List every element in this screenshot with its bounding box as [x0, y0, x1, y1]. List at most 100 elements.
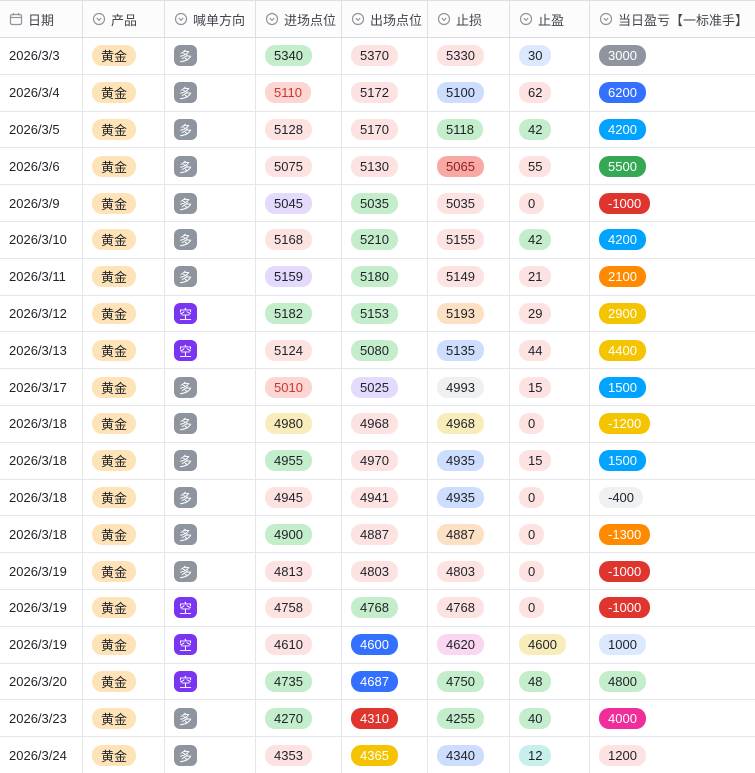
product-cell[interactable]: 黄金 [83, 38, 165, 74]
stop-loss-cell[interactable]: 4340 [428, 737, 510, 773]
take-profit-cell[interactable]: 44 [510, 332, 590, 369]
stop-loss-cell[interactable]: 4993 [428, 369, 510, 405]
pnl-cell[interactable]: 5500 [590, 148, 755, 184]
take-profit-cell[interactable]: 0 [510, 553, 590, 589]
entry-price-cell[interactable]: 4900 [256, 516, 342, 553]
entry-price-cell[interactable]: 4980 [256, 405, 342, 442]
product-cell[interactable]: 黄金 [83, 332, 165, 369]
take-profit-cell[interactable]: 30 [510, 38, 590, 74]
take-profit-cell[interactable]: 0 [510, 589, 590, 626]
date-cell[interactable]: 2026/3/6 [0, 148, 83, 185]
exit-price-cell[interactable]: 5172 [342, 74, 428, 111]
product-cell[interactable]: 黄金 [83, 185, 165, 221]
entry-price-cell[interactable]: 4610 [256, 626, 342, 663]
pnl-cell[interactable]: -1200 [590, 406, 755, 442]
exit-price-cell[interactable]: 5130 [342, 148, 428, 185]
product-cell[interactable]: 黄金 [83, 405, 165, 442]
column-header-stop-loss[interactable]: 止损 [428, 1, 510, 37]
date-cell[interactable]: 2026/3/20 [0, 663, 83, 700]
entry-price-cell[interactable]: 4945 [256, 479, 342, 516]
direction-cell[interactable]: 多 [165, 185, 256, 221]
stop-loss-cell[interactable]: 4255 [428, 700, 510, 737]
stop-loss-cell[interactable]: 4935 [428, 442, 510, 479]
take-profit-cell[interactable]: 29 [510, 295, 590, 332]
product-cell[interactable]: 黄金 [83, 589, 165, 626]
product-cell[interactable]: 黄金 [83, 148, 165, 185]
exit-price-cell[interactable]: 4687 [342, 663, 428, 700]
entry-price-cell[interactable]: 5168 [256, 221, 342, 258]
column-header-take-profit[interactable]: 止盈 [510, 1, 590, 37]
stop-loss-cell[interactable]: 4803 [428, 553, 510, 589]
date-cell[interactable]: 2026/3/19 [0, 626, 83, 663]
column-header-pnl[interactable]: 当日盈亏【一标准手】 [590, 1, 755, 37]
exit-price-cell[interactable]: 5025 [342, 369, 428, 405]
direction-cell[interactable]: 空 [165, 663, 256, 700]
stop-loss-cell[interactable]: 4750 [428, 663, 510, 700]
date-cell[interactable]: 2026/3/9 [0, 185, 83, 221]
direction-cell[interactable]: 空 [165, 295, 256, 332]
direction-cell[interactable]: 多 [165, 700, 256, 737]
product-cell[interactable]: 黄金 [83, 221, 165, 258]
exit-price-cell[interactable]: 4968 [342, 405, 428, 442]
take-profit-cell[interactable]: 0 [510, 479, 590, 516]
product-cell[interactable]: 黄金 [83, 700, 165, 737]
exit-price-cell[interactable]: 5170 [342, 111, 428, 148]
column-header-date[interactable]: 日期 [0, 1, 83, 37]
entry-price-cell[interactable]: 4813 [256, 553, 342, 589]
stop-loss-cell[interactable]: 5193 [428, 295, 510, 332]
column-header-entry[interactable]: 进场点位 [256, 1, 342, 37]
pnl-cell[interactable]: -1000 [590, 553, 755, 589]
entry-price-cell[interactable]: 5075 [256, 148, 342, 185]
pnl-cell[interactable]: 3000 [590, 38, 755, 74]
exit-price-cell[interactable]: 4941 [342, 479, 428, 516]
pnl-cell[interactable]: 4200 [590, 222, 755, 258]
entry-price-cell[interactable]: 4955 [256, 442, 342, 479]
pnl-cell[interactable]: -1300 [590, 516, 755, 552]
exit-price-cell[interactable]: 4600 [342, 626, 428, 663]
date-cell[interactable]: 2026/3/12 [0, 295, 83, 332]
entry-price-cell[interactable]: 5182 [256, 295, 342, 332]
date-cell[interactable]: 2026/3/10 [0, 221, 83, 258]
exit-price-cell[interactable]: 5080 [342, 332, 428, 369]
direction-cell[interactable]: 多 [165, 369, 256, 405]
take-profit-cell[interactable]: 62 [510, 74, 590, 111]
direction-cell[interactable]: 多 [165, 479, 256, 516]
direction-cell[interactable]: 多 [165, 258, 256, 295]
stop-loss-cell[interactable]: 5135 [428, 332, 510, 369]
product-cell[interactable]: 黄金 [83, 258, 165, 295]
take-profit-cell[interactable]: 0 [510, 405, 590, 442]
date-cell[interactable]: 2026/3/23 [0, 700, 83, 737]
take-profit-cell[interactable]: 55 [510, 148, 590, 185]
product-cell[interactable]: 黄金 [83, 295, 165, 332]
product-cell[interactable]: 黄金 [83, 479, 165, 516]
exit-price-cell[interactable]: 4887 [342, 516, 428, 553]
column-header-product[interactable]: 产品 [83, 1, 165, 37]
stop-loss-cell[interactable]: 5149 [428, 258, 510, 295]
date-cell[interactable]: 2026/3/11 [0, 258, 83, 295]
date-cell[interactable]: 2026/3/5 [0, 111, 83, 148]
exit-price-cell[interactable]: 4970 [342, 442, 428, 479]
pnl-cell[interactable]: -1000 [590, 185, 755, 221]
direction-cell[interactable]: 多 [165, 442, 256, 479]
pnl-cell[interactable]: 2900 [590, 296, 755, 332]
entry-price-cell[interactable]: 5010 [256, 369, 342, 405]
stop-loss-cell[interactable]: 5155 [428, 221, 510, 258]
stop-loss-cell[interactable]: 5100 [428, 74, 510, 111]
pnl-cell[interactable]: 1500 [590, 443, 755, 479]
date-cell[interactable]: 2026/3/13 [0, 332, 83, 369]
stop-loss-cell[interactable]: 4968 [428, 405, 510, 442]
direction-cell[interactable]: 多 [165, 38, 256, 74]
entry-price-cell[interactable]: 4353 [256, 737, 342, 773]
take-profit-cell[interactable]: 42 [510, 221, 590, 258]
entry-price-cell[interactable]: 5110 [256, 74, 342, 111]
entry-price-cell[interactable]: 5128 [256, 111, 342, 148]
pnl-cell[interactable]: 1000 [590, 627, 755, 663]
date-cell[interactable]: 2026/3/17 [0, 369, 83, 405]
exit-price-cell[interactable]: 4803 [342, 553, 428, 589]
direction-cell[interactable]: 多 [165, 553, 256, 589]
pnl-cell[interactable]: -1000 [590, 590, 755, 626]
entry-price-cell[interactable]: 4270 [256, 700, 342, 737]
product-cell[interactable]: 黄金 [83, 663, 165, 700]
take-profit-cell[interactable]: 12 [510, 737, 590, 773]
take-profit-cell[interactable]: 0 [510, 516, 590, 553]
